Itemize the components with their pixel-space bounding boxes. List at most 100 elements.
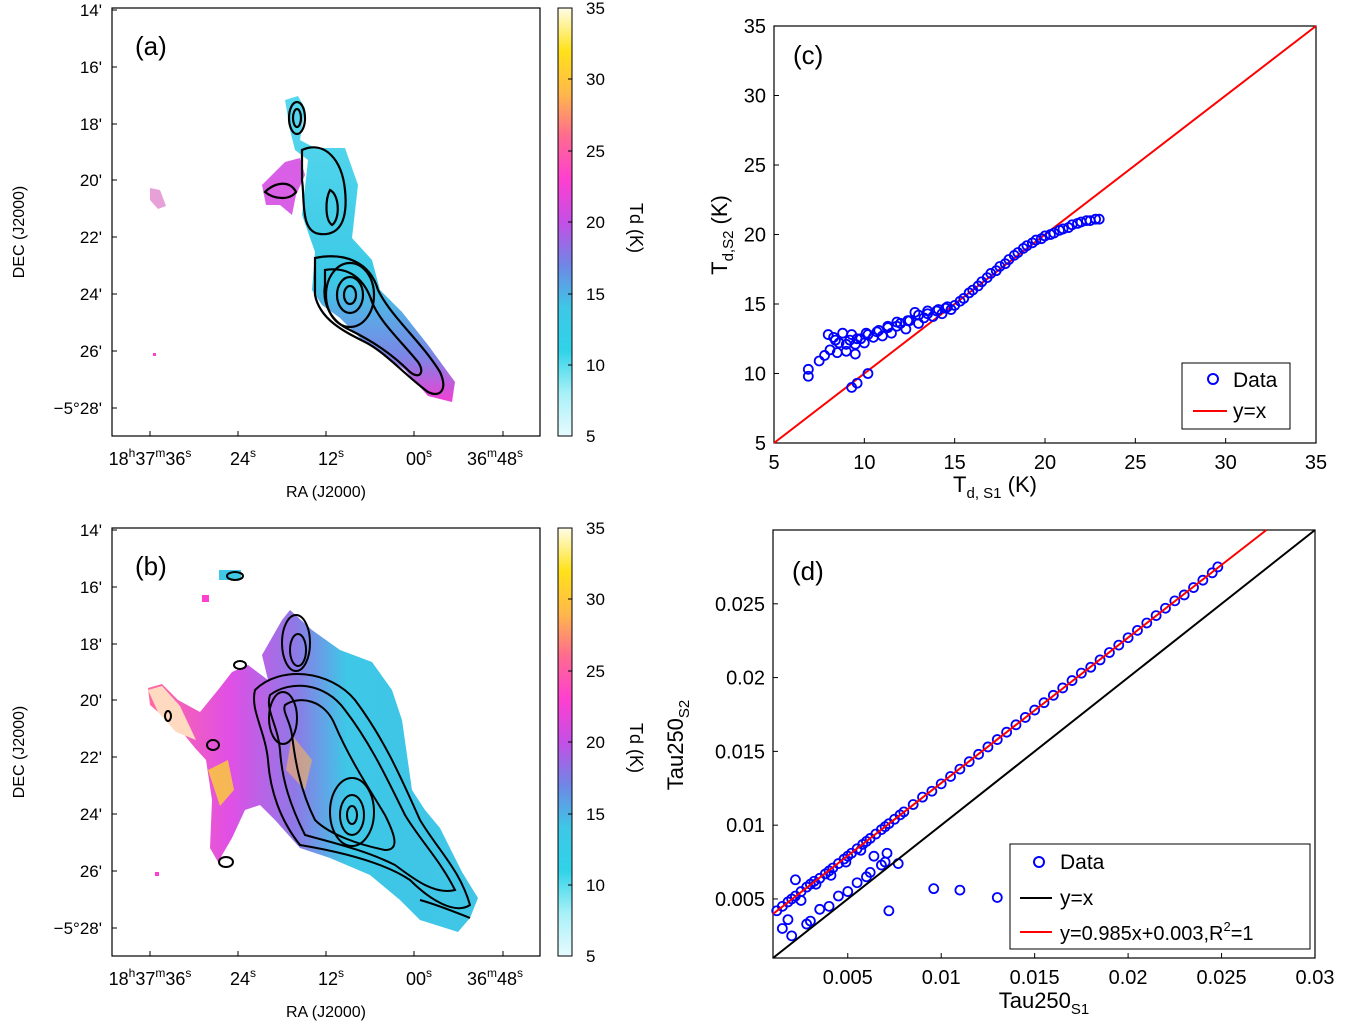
panel-c-legend-yx: y=x (1233, 400, 1267, 423)
y-tick-label: 25 (744, 155, 766, 177)
y-tick-label: 0.025 (715, 594, 765, 616)
panel-b-xtick: 36m48s (467, 966, 523, 989)
panel-c: 5 10 15 20 25 30 35 5 10 15 20 25 30 35 (c) Td, S1 (… (707, 16, 1327, 502)
panel-c-y-axis: 5 10 15 20 25 30 35 (744, 16, 779, 455)
data-point (1122, 632, 1134, 644)
data-point (1188, 582, 1199, 593)
y-tick-label: 0.005 (715, 889, 765, 911)
panel-a-map (150, 96, 455, 402)
panel-d-legend-fit: y=0.985x+0.003,R2=1 (1060, 919, 1254, 945)
panel-b: (b) 14' 16' 18' 20' 22' 24' 26' −5°28' D… (11, 519, 646, 1021)
panel-b-cbar-tick: 35 (586, 519, 605, 538)
panel-b-colorbar: 5 10 15 20 25 30 35 Td (K) (557, 519, 646, 966)
y-tick-label: 0.015 (715, 741, 765, 763)
data-point (819, 350, 830, 361)
panel-b-contours (164, 571, 472, 919)
panel-a-colorbar: 5 10 15 20 25 30 35 Td (K) (557, 0, 646, 446)
data-point (1113, 639, 1125, 651)
data-point (801, 918, 813, 930)
data-point (1019, 712, 1031, 723)
data-point (935, 778, 947, 790)
panel-a-ytick: 14' (80, 1, 102, 20)
panel-b-letter: (b) (135, 551, 167, 581)
panel-a-cbar-tick: 25 (586, 142, 605, 161)
data-point (882, 320, 894, 332)
panel-a-cbar-tick: 10 (586, 356, 605, 375)
panel-c-xlabel: Td, S1 (K) (953, 472, 1037, 502)
data-point (1075, 667, 1087, 679)
data-point (898, 806, 910, 818)
x-tick-label: 30 (1215, 452, 1237, 474)
data-point (851, 333, 863, 345)
data-point (782, 914, 794, 926)
data-point (926, 785, 938, 797)
data-point (881, 847, 893, 859)
panel-d-y-axis: 0.005 0.01 0.015 0.02 0.025 (715, 594, 778, 911)
panel-a-letter: (a) (135, 31, 167, 61)
x-tick-label: 35 (1305, 452, 1327, 474)
panel-b-xtick: 12s (318, 966, 344, 989)
panel-a-x-axis: 18h37m36s 24s 12s 00s 36m48s (109, 431, 523, 469)
data-point (795, 895, 807, 906)
panel-b-cbar-tick: 30 (586, 590, 605, 609)
panel-b-cbar-tick: 10 (586, 876, 605, 895)
data-point (871, 326, 883, 338)
panel-c-x-axis: 5 10 15 20 25 30 35 (768, 438, 1327, 474)
data-point (954, 763, 966, 775)
data-point (833, 890, 844, 902)
panel-a-ylabel: DEC (J2000) (11, 186, 28, 278)
panel-b-ytick: 24' (80, 805, 102, 824)
panel-a-y-axis: 14' 16' 18' 20' 22' 24' 26' −5°28' (54, 1, 117, 418)
data-point (991, 892, 1003, 903)
panel-b-y-axis: 14' 16' 18' 20' 22' 24' 26' −5°28' (54, 521, 117, 938)
panel-b-xtick: 00s (406, 966, 432, 989)
panel-d-line-layer (772, 529, 1316, 959)
data-point (864, 867, 876, 878)
panel-b-cbar-tick: 15 (586, 805, 605, 824)
panel-d-xlabel: Tau250S1 (999, 988, 1090, 1018)
panel-a: (a) 14' 16' 18' 20' 22' 24' 26' −5°28' D… (11, 0, 646, 501)
data-point (1169, 595, 1181, 607)
data-point (1206, 567, 1218, 579)
panel-b-ytick: 20' (80, 691, 102, 710)
data-point (945, 771, 956, 782)
x-tick-label: 0.02 (1109, 967, 1148, 989)
data-point (1021, 240, 1033, 252)
series-line-y-0-985x-0-003-r (772, 529, 1268, 915)
data-point (849, 348, 861, 360)
panel-a-cbar-tick: 30 (586, 70, 605, 89)
panel-b-cbar-tick: 25 (586, 662, 605, 681)
panel-d-ylabel: Tau250S2 (663, 700, 693, 791)
data-point (825, 869, 837, 881)
panel-d-x-axis: 0.005 0.01 0.015 0.02 0.025 0.03 (823, 953, 1334, 989)
data-point (1093, 213, 1105, 225)
data-point (1212, 561, 1224, 573)
panel-d-points-layer (771, 561, 1224, 942)
panel-b-cbar-label: Td (K) (626, 723, 646, 773)
x-tick-label: 0.015 (1010, 967, 1060, 989)
data-point (958, 293, 970, 304)
panel-b-ytick: 26' (80, 862, 102, 881)
panel-d: 0.005 0.01 0.015 0.02 0.025 0.03 0.0050.010.0… (663, 529, 1334, 1018)
data-point (1038, 697, 1050, 709)
data-point (851, 877, 863, 889)
x-tick-label: 20 (1034, 452, 1056, 474)
data-point (942, 301, 953, 313)
x-tick-label: 0.01 (922, 967, 961, 989)
panel-c-points-layer (802, 213, 1105, 393)
data-point (985, 268, 997, 279)
data-point (982, 741, 994, 753)
data-point (922, 308, 933, 320)
data-point (1178, 589, 1190, 601)
panel-a-ytick: 16' (80, 58, 102, 77)
panel-a-cbar-label: Td (K) (626, 203, 646, 253)
panel-b-xtick: 24s (230, 966, 256, 989)
data-point (902, 315, 914, 327)
data-point (1057, 682, 1069, 694)
panel-a-ytick: 18' (80, 115, 102, 134)
data-point (1057, 223, 1069, 235)
data-point (1001, 726, 1013, 738)
panel-b-xtick: 18h37m36s (109, 966, 192, 989)
panel-a-cbar-tick: 20 (586, 213, 605, 232)
data-point (1030, 234, 1042, 246)
